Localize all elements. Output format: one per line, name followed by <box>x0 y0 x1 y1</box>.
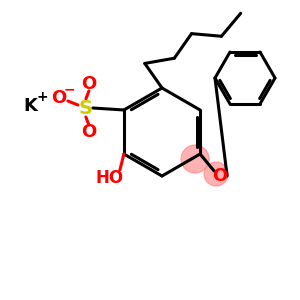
Text: O: O <box>212 167 228 185</box>
Text: K: K <box>23 97 37 115</box>
Text: HO: HO <box>96 169 124 187</box>
Text: O: O <box>51 89 67 107</box>
Text: O: O <box>81 123 97 141</box>
Text: +: + <box>36 90 48 104</box>
Circle shape <box>181 145 209 173</box>
Text: S: S <box>79 98 93 118</box>
Text: −: − <box>63 82 75 96</box>
Text: O: O <box>81 75 97 93</box>
Circle shape <box>204 162 228 186</box>
